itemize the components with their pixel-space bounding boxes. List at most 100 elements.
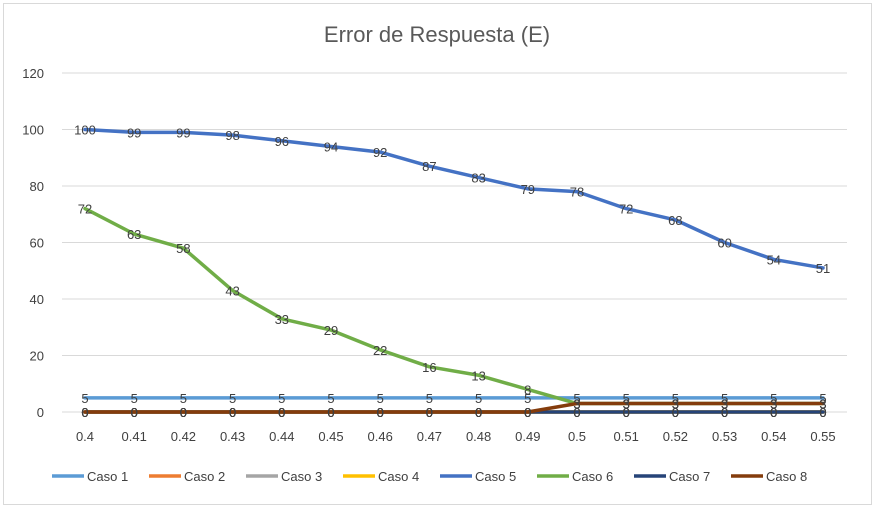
- data-label: 5: [623, 391, 630, 406]
- data-label: 3: [623, 397, 630, 412]
- data-label: 3: [573, 397, 580, 412]
- data-label: 5: [475, 391, 482, 406]
- data-label: 0: [131, 405, 138, 420]
- data-label: 0: [426, 405, 433, 420]
- data-label: 5: [229, 391, 236, 406]
- data-label: 0: [377, 405, 384, 420]
- data-label: 0: [721, 405, 728, 420]
- data-label: 5: [819, 391, 826, 406]
- y-tick-label: 60: [30, 236, 44, 251]
- data-label: 5: [327, 391, 334, 406]
- data-label: 5: [180, 391, 187, 406]
- data-label: 0: [623, 405, 630, 420]
- x-tick-label: 0.54: [761, 429, 786, 444]
- data-label: 0: [327, 405, 334, 420]
- data-label: 5: [672, 391, 679, 406]
- data-label: 33: [275, 312, 289, 327]
- data-label: 0: [770, 405, 777, 420]
- x-tick-label: 0.45: [318, 429, 343, 444]
- data-label: 94: [324, 139, 338, 154]
- data-label: 3: [819, 397, 826, 412]
- data-label: 99: [127, 125, 141, 140]
- data-label: 0: [819, 405, 826, 420]
- data-label: 63: [127, 227, 141, 242]
- data-label: 5: [278, 391, 285, 406]
- x-tick-label: 0.51: [614, 429, 639, 444]
- data-label: 3: [721, 397, 728, 412]
- x-tick-label: 0.42: [171, 429, 196, 444]
- data-label: 0: [426, 405, 433, 420]
- y-tick-label: 40: [30, 292, 44, 307]
- data-label: 0: [573, 405, 580, 420]
- data-label: 68: [668, 213, 682, 228]
- data-label: 0: [131, 405, 138, 420]
- data-label: 0: [770, 405, 777, 420]
- data-label: 60: [717, 236, 731, 251]
- data-label: 72: [78, 202, 92, 217]
- x-tick-label: 0.52: [663, 429, 688, 444]
- data-label: 96: [275, 134, 289, 149]
- data-label: 0: [229, 405, 236, 420]
- data-label: 54: [767, 252, 781, 267]
- data-label: 3: [672, 397, 679, 412]
- data-label: 0: [475, 405, 482, 420]
- data-label: 0: [180, 405, 187, 420]
- data-label: 5: [524, 391, 531, 406]
- data-label: 87: [422, 159, 436, 174]
- data-label: 0: [770, 405, 777, 420]
- data-label: 0: [180, 405, 187, 420]
- data-label: 0: [377, 405, 384, 420]
- data-label: 100: [74, 123, 96, 138]
- data-label: 0: [131, 405, 138, 420]
- data-label: 0: [475, 405, 482, 420]
- data-label: 3: [819, 397, 826, 412]
- data-label: 0: [524, 405, 531, 420]
- x-tick-label: 0.53: [712, 429, 737, 444]
- legend-label: Caso 5: [475, 469, 516, 484]
- y-tick-label: 0: [37, 405, 44, 420]
- data-label: 5: [721, 391, 728, 406]
- data-label: 0: [426, 405, 433, 420]
- series-lines: [83, 127, 825, 414]
- data-label: 0: [426, 405, 433, 420]
- x-tick-label: 0.4: [76, 429, 94, 444]
- data-label: 0: [672, 405, 679, 420]
- data-label: 0: [278, 405, 285, 420]
- data-label: 58: [176, 241, 190, 256]
- data-label: 29: [324, 323, 338, 338]
- data-label: 0: [721, 405, 728, 420]
- data-label: 16: [422, 360, 436, 375]
- data-label: 51: [816, 261, 830, 276]
- data-label: 0: [475, 405, 482, 420]
- data-label: 0: [573, 405, 580, 420]
- legend-label: Caso 2: [184, 469, 225, 484]
- data-label: 43: [225, 284, 239, 299]
- data-label: 0: [180, 405, 187, 420]
- legend-label: Caso 3: [281, 469, 322, 484]
- data-label: 0: [623, 405, 630, 420]
- x-tick-label: 0.5: [568, 429, 586, 444]
- data-label: 99: [176, 125, 190, 140]
- legend: Caso 1 Caso 2 Caso 3 Caso 4 Caso 5 Caso 6 Caso…: [52, 469, 807, 484]
- chart-frame: [3, 3, 872, 505]
- data-label: 0: [377, 405, 384, 420]
- data-label: 0: [327, 405, 334, 420]
- data-label: 3: [623, 397, 630, 412]
- data-label: 0: [180, 405, 187, 420]
- legend-label: Caso 7: [669, 469, 710, 484]
- data-label: 0: [623, 405, 630, 420]
- data-label: 0: [81, 405, 88, 420]
- data-label: 0: [672, 405, 679, 420]
- series-line: [83, 127, 825, 270]
- data-label: 22: [373, 343, 387, 358]
- data-label: 3: [721, 397, 728, 412]
- legend-label: Caso 1: [87, 469, 128, 484]
- data-label: 0: [475, 405, 482, 420]
- legend-label: Caso 4: [378, 469, 419, 484]
- data-label: 5: [770, 391, 777, 406]
- data-label: 0: [278, 405, 285, 420]
- data-label: 78: [570, 185, 584, 200]
- data-label: 5: [426, 391, 433, 406]
- x-axis-ticks: 0.4 0.41 0.42 0.43 0.44 0.45 0.46 0.47 0.48 0.49 0…: [76, 429, 836, 444]
